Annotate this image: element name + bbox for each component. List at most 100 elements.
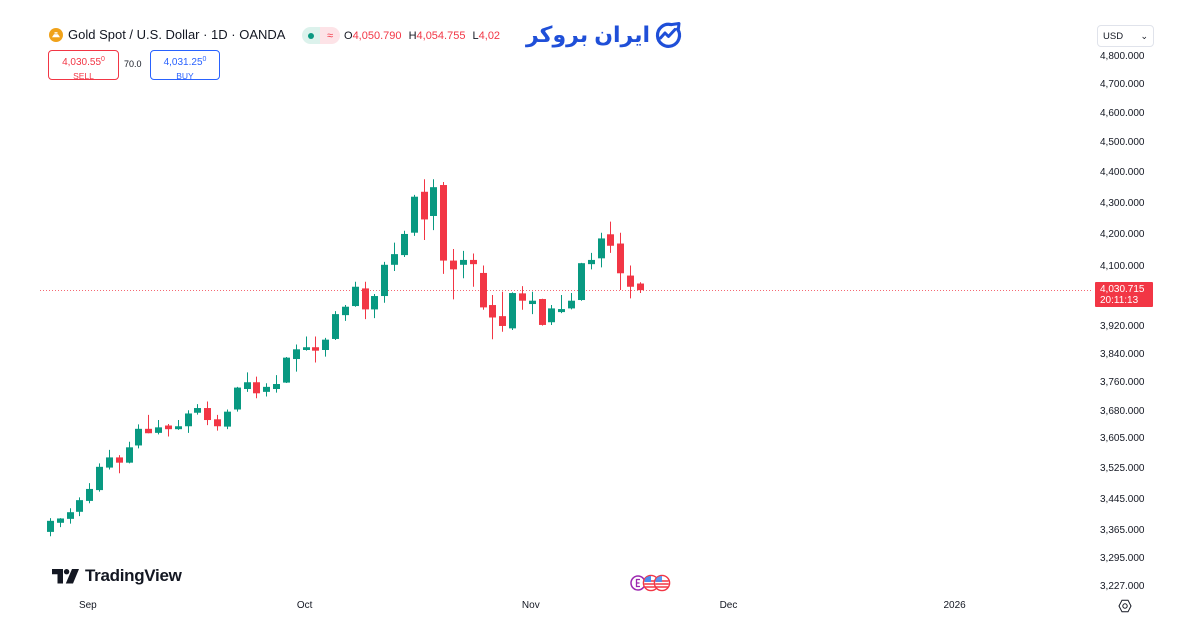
candle[interactable] [440,181,447,274]
candle[interactable] [499,291,506,332]
us-flag-icon[interactable] [653,574,671,592]
candle-body [470,259,477,265]
candle[interactable] [411,194,418,236]
price-tick-label: 4,800.000 [1100,51,1145,62]
candle-body [96,466,103,491]
sell-button[interactable]: 4,030.550 SELL [48,50,119,81]
candle-body [86,488,93,501]
candle-body [480,272,487,308]
candle[interactable] [450,248,457,300]
candle[interactable] [185,410,192,433]
candle-body [489,305,496,318]
price-tick-label: 4,100.000 [1100,261,1145,273]
candle[interactable] [214,414,221,431]
symbol-title[interactable]: Gold Spot / U.S. Dollar · 1D · OANDA [68,27,286,42]
candle[interactable] [244,372,251,392]
tradingview-icon [52,568,79,583]
candle[interactable] [548,305,555,325]
candle[interactable] [637,282,644,294]
candle[interactable] [539,298,546,326]
price-tick-label: 4,400.000 [1100,167,1145,179]
candle-body [352,286,359,307]
price-tick-label: 3,840.000 [1100,348,1145,360]
candle[interactable] [224,409,231,430]
candle[interactable] [529,291,536,315]
candle[interactable] [145,414,152,434]
candle[interactable] [194,404,201,415]
candle[interactable] [509,292,516,331]
candle-body [430,187,437,216]
candle[interactable] [106,449,113,470]
candle-body [155,427,162,433]
candle[interactable] [617,232,624,291]
market-open-indicator[interactable] [302,27,320,44]
candle[interactable] [234,386,241,412]
candle[interactable] [283,356,290,383]
price-tick-label: 3,445.000 [1100,493,1145,505]
candle[interactable] [273,375,280,393]
currency-select[interactable]: USD ⌄ [1097,25,1154,47]
candle[interactable] [312,336,319,363]
candle[interactable] [47,518,54,537]
candle[interactable] [165,424,172,437]
candle[interactable] [598,232,605,268]
candle[interactable] [362,281,369,320]
gold-bars-icon [49,28,63,42]
candle[interactable] [253,376,260,399]
candle[interactable] [470,253,477,287]
candle[interactable] [371,294,378,319]
candle[interactable] [480,265,487,310]
candle[interactable] [322,337,329,357]
candle-body [76,500,83,512]
candle[interactable] [430,179,437,231]
candle[interactable] [588,252,595,270]
candle[interactable] [391,242,398,271]
candle[interactable] [76,497,83,517]
low-value: 4,02 [478,30,501,42]
candle[interactable] [381,261,388,303]
gear-icon[interactable] [1118,599,1132,613]
candle[interactable] [303,336,310,351]
candle-body [263,386,270,392]
candle[interactable] [86,483,93,504]
candle[interactable] [96,463,103,492]
tradingview-logo[interactable]: TradingView [52,567,182,585]
candle-body [273,384,280,390]
candle[interactable] [293,344,300,372]
tradingview-logo-text: TradingView [85,566,182,585]
candle-body [578,263,585,301]
candle[interactable] [342,305,349,321]
candle[interactable] [607,221,614,253]
candle[interactable] [558,295,565,314]
candle[interactable] [489,295,496,340]
candle[interactable] [332,311,339,340]
candle[interactable] [401,230,408,258]
high-label: H [408,30,417,42]
candle[interactable] [578,262,585,301]
candle[interactable] [421,179,428,241]
candle[interactable] [135,424,142,449]
buy-button[interactable]: 4,031.250 BUY [150,50,220,81]
candle[interactable] [175,420,182,430]
candle-body [253,382,260,394]
candle[interactable] [155,420,162,435]
candle[interactable] [352,281,359,307]
candle-body [116,457,123,463]
candle-body [293,349,300,360]
candle[interactable] [57,518,64,528]
event-markers[interactable] [630,574,672,592]
candle[interactable] [116,455,123,474]
candle-body [283,357,290,383]
candle-body [175,426,182,430]
candlestick-chart[interactable] [0,0,1093,596]
candle[interactable] [67,508,74,524]
bar-countdown: 20:11:13 [1100,295,1139,306]
candle[interactable] [460,250,467,279]
candle[interactable] [126,441,133,464]
candle[interactable] [627,265,634,299]
candle[interactable] [204,401,211,426]
data-status-indicator[interactable]: ≈ [320,27,340,44]
candle[interactable] [519,286,526,310]
candle[interactable] [568,293,575,310]
candle[interactable] [263,383,270,397]
